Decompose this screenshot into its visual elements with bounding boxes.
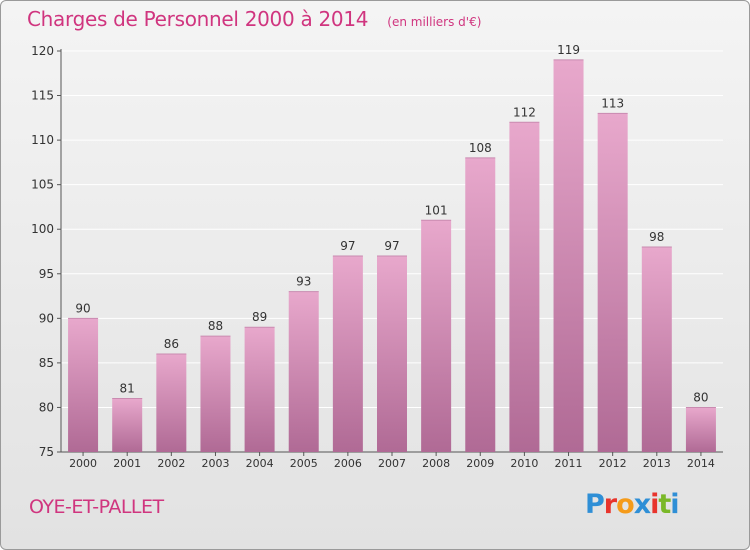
x-tick-label: 2001	[113, 457, 141, 470]
bar	[465, 157, 496, 452]
x-tick-label: 2004	[246, 457, 274, 470]
logo-letter: x	[633, 489, 651, 520]
data-label: 97	[384, 239, 399, 253]
bar	[377, 255, 407, 452]
bar	[685, 407, 716, 452]
y-tick-label: 90	[39, 311, 54, 325]
x-tick-label: 2002	[157, 457, 185, 470]
x-tick-label: 2014	[687, 457, 715, 470]
bar	[641, 247, 672, 452]
y-tick-label: 110	[31, 133, 54, 147]
bar	[421, 220, 452, 452]
data-label: 101	[425, 203, 448, 217]
data-label: 113	[601, 96, 624, 110]
chart-subtitle: (en milliers d'€)	[387, 15, 482, 29]
x-tick-label: 2003	[201, 457, 229, 470]
bar	[68, 318, 99, 452]
bar	[200, 336, 231, 452]
bar	[288, 291, 319, 452]
data-label: 98	[649, 230, 664, 244]
bar	[156, 353, 187, 452]
logo-letter: t	[658, 489, 671, 520]
data-label: 88	[208, 319, 223, 333]
x-tick-label: 2000	[69, 457, 97, 470]
x-tick-label: 2008	[422, 457, 450, 470]
y-tick-label: 95	[39, 267, 54, 281]
logo-letter: i	[650, 489, 659, 520]
bar	[597, 113, 628, 452]
data-label: 89	[252, 310, 267, 324]
x-tick-label: 2006	[334, 457, 362, 470]
x-tick-label: 2005	[290, 457, 318, 470]
y-tick-label: 120	[31, 44, 54, 58]
y-tick-label: 85	[39, 356, 54, 370]
data-label: 97	[340, 239, 355, 253]
y-tick-label: 115	[31, 89, 54, 103]
x-tick-label: 2007	[378, 457, 406, 470]
data-label: 112	[513, 105, 536, 119]
logo-letter: P	[585, 489, 605, 520]
x-tick-label: 2010	[510, 457, 538, 470]
data-label: 93	[296, 275, 311, 289]
y-tick-label: 80	[39, 400, 54, 414]
title-row: Charges de Personnel 2000 à 2014 (en mil…	[27, 7, 481, 31]
data-label: 108	[469, 141, 492, 155]
x-tick-label: 2012	[599, 457, 627, 470]
bar	[509, 122, 540, 453]
x-tick-label: 2013	[643, 457, 671, 470]
bar	[112, 398, 143, 452]
y-tick-label: 100	[31, 222, 54, 236]
logo-letter: i	[670, 489, 679, 520]
bar	[553, 59, 584, 453]
data-label: 80	[693, 390, 708, 404]
data-label: 119	[557, 43, 580, 57]
logo-letter: o	[616, 489, 635, 520]
proxiti-logo[interactable]: Proxiti	[585, 489, 680, 520]
y-tick-label: 75	[39, 445, 54, 459]
chart-title: Charges de Personnel 2000 à 2014	[27, 7, 369, 31]
bar	[244, 327, 275, 452]
data-label: 90	[75, 301, 90, 315]
y-tick-label: 105	[31, 178, 54, 192]
x-tick-label: 2009	[466, 457, 494, 470]
logo-letter: r	[603, 489, 617, 520]
data-label: 81	[120, 382, 135, 396]
data-label: 86	[164, 337, 179, 351]
commune-name: OYE-ET-PALLET	[29, 496, 164, 518]
bar	[332, 255, 363, 452]
x-tick-label: 2011	[555, 457, 583, 470]
